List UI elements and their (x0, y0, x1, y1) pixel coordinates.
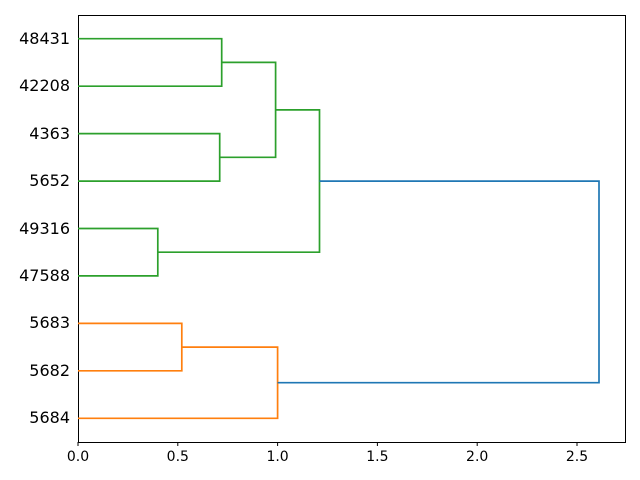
x-tick-label-2.0: 2.0 (466, 449, 489, 465)
leaf-label-42208: 42208 (19, 76, 70, 96)
dendrogram-link-green (219, 61, 277, 159)
leaf-label-49316: 49316 (19, 218, 70, 238)
dendrogram-link-blue (277, 180, 600, 384)
leaf-label-48431: 48431 (19, 28, 70, 48)
dendrogram-link-green (78, 37, 223, 88)
leaf-label-5682: 5682 (29, 360, 70, 380)
leaf-label-5684: 5684 (29, 408, 70, 428)
dendrogram-link-green (78, 227, 159, 277)
dendrogram-link-green (78, 132, 221, 182)
dendrogram-link-orange (78, 322, 183, 372)
leaf-label-4363: 4363 (29, 123, 70, 143)
x-tick-label-0.0: 0.0 (66, 449, 90, 465)
dendrogram-link-orange (78, 346, 279, 420)
x-tick-label-1.5: 1.5 (366, 449, 389, 465)
leaf-label-5652: 5652 (29, 171, 70, 191)
x-tick-label-2.5: 2.5 (565, 449, 589, 465)
x-tick-label-1.0: 1.0 (266, 449, 289, 465)
leaf-label-5683: 5683 (29, 313, 70, 333)
x-tick-label-0.5: 0.5 (166, 449, 189, 465)
leaf-label-47588: 47588 (19, 265, 70, 285)
